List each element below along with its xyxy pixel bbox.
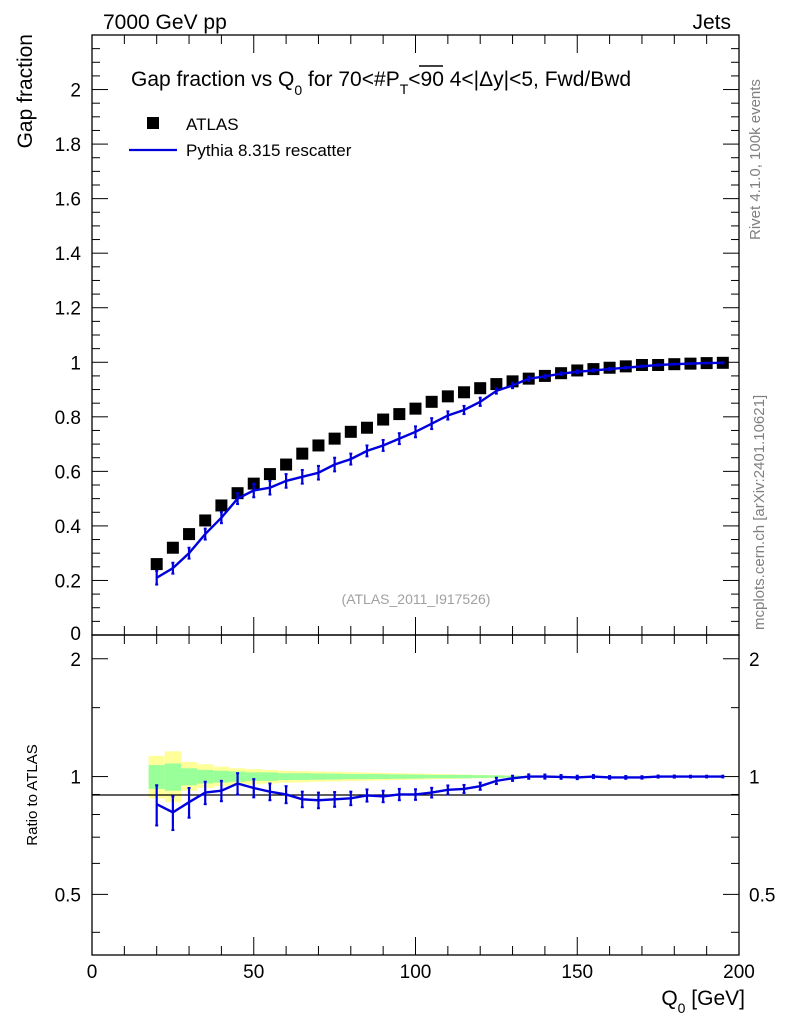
ratio-green-band bbox=[423, 774, 440, 779]
x-tick-label: 100 bbox=[400, 962, 432, 983]
ratio-y-tick-label-right: 1 bbox=[749, 768, 760, 789]
ratio-green-band bbox=[488, 775, 505, 778]
atlas-data-point bbox=[458, 386, 471, 399]
ratio-y-tick-label: 2 bbox=[70, 650, 81, 671]
ratio-y-tick-label-right: 2 bbox=[749, 650, 760, 671]
legend-atlas-marker bbox=[147, 117, 159, 129]
side-label-lower: mcplots.cern.ch [arXiv:2401.10621] bbox=[751, 395, 768, 630]
ratio-green-band bbox=[358, 774, 376, 780]
y-tick-label: 2 bbox=[70, 81, 81, 102]
title-main: Gap fraction vs Q bbox=[131, 68, 294, 91]
legend-atlas-label: ATLAS bbox=[186, 115, 239, 134]
ratio-green-band bbox=[294, 773, 311, 780]
x-tick-label: 50 bbox=[243, 962, 264, 983]
main-panel: 0.2 0.4 0.6 0.8 1 1.2 1.4 1.6 1.8 2 0 (ATLAS_2011_… bbox=[14, 34, 740, 645]
atlas-data-point bbox=[312, 439, 325, 452]
watermark: (ATLAS_2011_I917526) bbox=[342, 591, 491, 607]
atlas-data-point bbox=[393, 408, 406, 421]
ratio-green-band bbox=[375, 774, 392, 779]
ratio-green-band bbox=[472, 775, 489, 778]
chart-title: Gap fraction vs Q0 for 70<#PT<90 4<|Δy|<… bbox=[131, 68, 631, 98]
atlas-data-point bbox=[263, 468, 276, 481]
ratio-panel: 0.5 0.5 1 1 2 2 Ratio to ATLAS bbox=[24, 634, 775, 956]
ratio-green-band bbox=[148, 765, 165, 789]
x-label-unit: [GeV] bbox=[685, 987, 745, 1010]
atlas-data-point bbox=[425, 395, 438, 408]
ratio-y-tick-label-right: 0.5 bbox=[749, 885, 775, 906]
atlas-data-point bbox=[280, 458, 293, 471]
atlas-data-point bbox=[360, 421, 373, 434]
ratio-y-tick-label: 1 bbox=[70, 768, 81, 789]
atlas-data-point bbox=[409, 402, 422, 415]
y-tick-label: 1 bbox=[70, 353, 81, 374]
ratio-green-band bbox=[245, 772, 262, 781]
atlas-data-point bbox=[166, 541, 179, 554]
atlas-data-point bbox=[296, 447, 309, 460]
y-tick-label-zero: 0 bbox=[70, 624, 81, 645]
header-right: Jets bbox=[692, 11, 731, 34]
atlas-data-point bbox=[183, 528, 196, 541]
ratio-green-band bbox=[439, 774, 456, 779]
ratio-green-band bbox=[391, 774, 408, 779]
title-sub: 0 bbox=[294, 82, 302, 98]
ratio-green-band bbox=[261, 772, 279, 781]
x-tick-label: 150 bbox=[561, 962, 593, 983]
y-axis-label: Gap fraction bbox=[14, 34, 37, 148]
title-pt-sub: T bbox=[400, 81, 409, 97]
atlas-data-point bbox=[344, 425, 357, 438]
ratio-green-band bbox=[342, 774, 359, 780]
ratio-green-band bbox=[407, 774, 424, 779]
atlas-data-point bbox=[150, 558, 163, 571]
title-pt: P bbox=[386, 68, 400, 91]
ratio-plot-frame bbox=[91, 634, 740, 956]
atlas-data-point bbox=[199, 514, 212, 527]
y-tick-label: 1.4 bbox=[55, 244, 82, 265]
atlas-data-point bbox=[441, 390, 454, 403]
atlas-data-point bbox=[328, 432, 341, 445]
x-tick-label: 200 bbox=[723, 962, 755, 983]
y-tick-label: 0.4 bbox=[55, 517, 82, 538]
ratio-green-band bbox=[213, 770, 230, 783]
ratio-green-band bbox=[326, 773, 343, 780]
ratio-green-band bbox=[310, 773, 327, 780]
title-tail: <90 4<|Δy|<5, Fwd/Bwd bbox=[408, 68, 631, 91]
ratio-green-band bbox=[455, 774, 473, 779]
ratio-green-band bbox=[197, 769, 214, 784]
y-tick-label: 0.2 bbox=[55, 571, 81, 592]
atlas-data-point bbox=[474, 382, 487, 395]
side-label-upper: Rivet 4.1.0, 100k events bbox=[747, 79, 764, 240]
legend-pythia-label: Pythia 8.315 rescatter bbox=[186, 141, 352, 160]
ratio-green-band bbox=[278, 773, 295, 780]
y-tick-label: 0.6 bbox=[55, 462, 81, 483]
title-rest: for 70<# bbox=[302, 68, 386, 91]
x-label-main: Q bbox=[661, 987, 677, 1010]
x-label-sub: 0 bbox=[678, 1000, 686, 1016]
y-tick-label: 1.6 bbox=[55, 190, 81, 211]
atlas-data-point bbox=[377, 413, 390, 426]
x-tick-label: 0 bbox=[87, 962, 98, 983]
pythia-line bbox=[156, 361, 723, 579]
y-tick-label: 1.8 bbox=[55, 135, 81, 156]
atlas-data-point bbox=[490, 378, 503, 391]
ratio-green-band bbox=[180, 768, 198, 786]
header-left: 7000 GeV pp bbox=[103, 11, 227, 34]
y-tick-label: 1.2 bbox=[55, 299, 81, 320]
ratio-green-band bbox=[164, 763, 181, 791]
ratio-line bbox=[156, 775, 723, 814]
x-axis-label: Q0 [GeV] bbox=[661, 987, 745, 1016]
ratio-y-axis-label: Ratio to ATLAS bbox=[24, 744, 41, 845]
atlas-data-point bbox=[215, 499, 228, 512]
ratio-y-tick-label: 0.5 bbox=[55, 885, 81, 906]
y-tick-label: 0.8 bbox=[55, 408, 81, 429]
